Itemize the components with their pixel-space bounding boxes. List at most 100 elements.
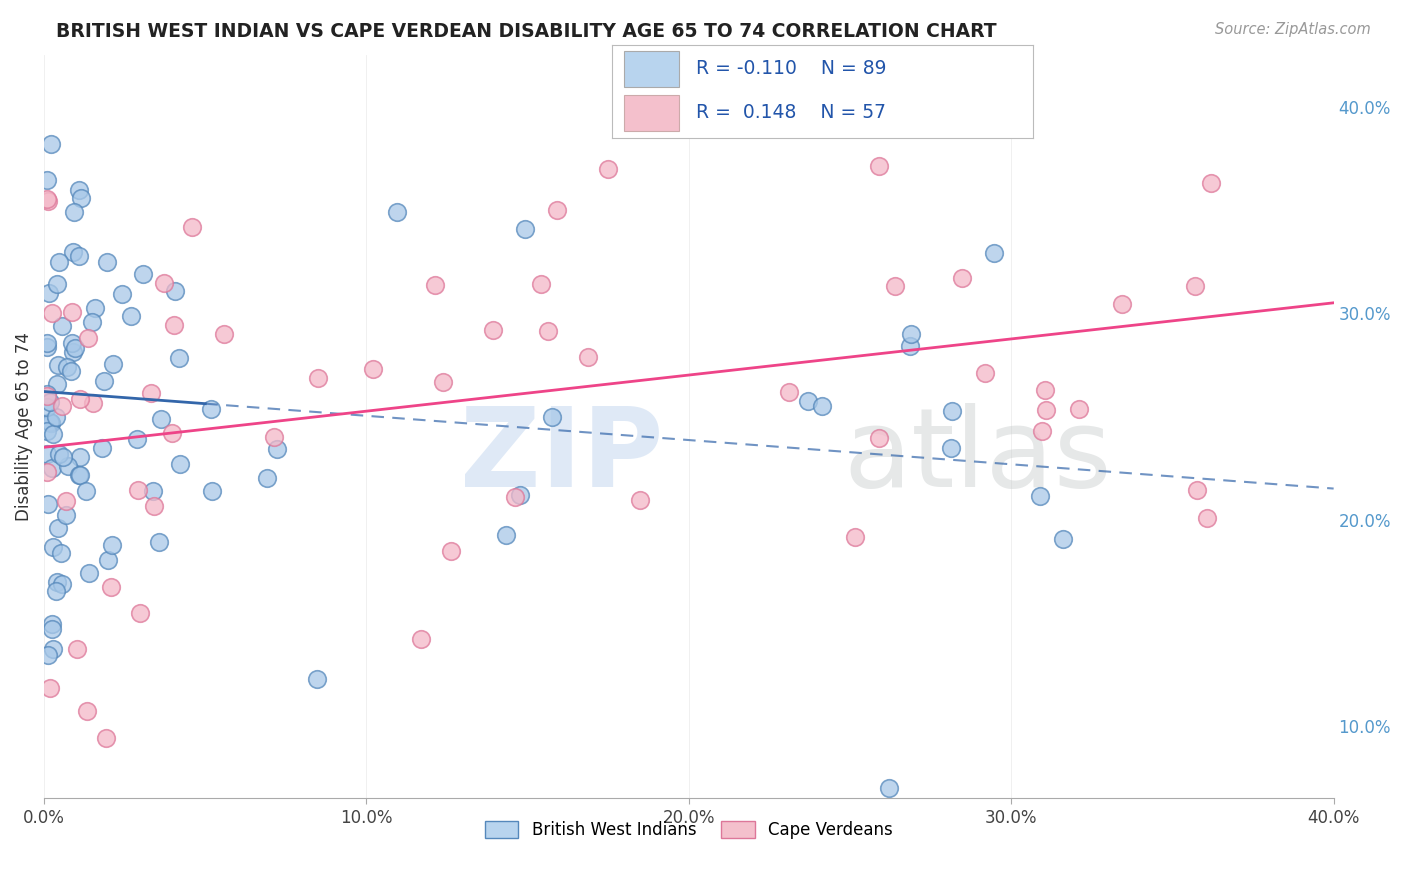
Point: [983, 246, 1005, 260]
Point: [900, 326, 922, 341]
Point: [101, 538, 124, 552]
Point: [877, 780, 900, 795]
Point: [62, 344, 84, 359]
Point: [84, 301, 107, 316]
Point: [180, 220, 202, 235]
Point: [45, 410, 67, 425]
Point: [45, 277, 67, 291]
Point: [1035, 403, 1057, 417]
Point: [1052, 533, 1074, 547]
Point: [160, 426, 183, 441]
Point: [1184, 278, 1206, 293]
Point: [76, 705, 98, 719]
Point: [69, 450, 91, 465]
Point: [910, 112, 932, 126]
Point: [67, 467, 90, 482]
Point: [950, 271, 973, 285]
Point: [63, 341, 86, 355]
Point: [495, 528, 517, 542]
Point: [42, 641, 65, 656]
Point: [80, 315, 103, 329]
Point: [869, 431, 891, 445]
Point: [39, 415, 62, 429]
Point: [77, 566, 100, 580]
Point: [51, 546, 73, 560]
Point: [63, 205, 86, 219]
Point: [481, 323, 503, 337]
Point: [387, 204, 409, 219]
Point: [201, 483, 224, 498]
Point: [1033, 383, 1056, 397]
Point: [39, 417, 62, 431]
Point: [127, 483, 149, 498]
Point: [59, 363, 82, 377]
Point: [60, 305, 83, 319]
Point: [941, 441, 963, 455]
Point: [62, 244, 84, 259]
Point: [41, 622, 63, 636]
Point: [546, 202, 568, 217]
Point: [37, 192, 59, 206]
Point: [530, 277, 553, 291]
Text: ZIP: ZIP: [460, 403, 664, 510]
Point: [46, 358, 69, 372]
Point: [139, 385, 162, 400]
Point: [844, 530, 866, 544]
Point: [51, 399, 73, 413]
Point: [41, 426, 63, 441]
Y-axis label: Disability Age 65 to 74: Disability Age 65 to 74: [15, 332, 32, 521]
Point: [1031, 424, 1053, 438]
Point: [125, 432, 148, 446]
Point: [1185, 483, 1208, 498]
Point: [39, 681, 62, 695]
Point: [884, 278, 907, 293]
Point: [37, 465, 59, 479]
Point: [37, 424, 59, 438]
Point: [41, 306, 63, 320]
Point: [37, 389, 59, 403]
Point: [41, 460, 63, 475]
Point: [363, 362, 385, 376]
Point: [48, 447, 70, 461]
Point: [37, 401, 59, 415]
Point: [797, 394, 820, 409]
Point: [96, 254, 118, 268]
Point: [868, 159, 890, 173]
Point: [432, 375, 454, 389]
Point: [90, 441, 112, 455]
Point: [55, 359, 77, 374]
Point: [163, 284, 186, 298]
Point: [628, 492, 651, 507]
Point: [46, 376, 69, 391]
Point: [1029, 489, 1052, 503]
Point: [778, 384, 800, 399]
Point: [596, 161, 619, 176]
Point: [307, 371, 329, 385]
Point: [111, 287, 134, 301]
Text: R = -0.110    N = 89: R = -0.110 N = 89: [696, 60, 886, 78]
Point: [515, 222, 537, 236]
Text: atlas: atlas: [844, 403, 1112, 510]
Point: [811, 399, 834, 413]
Point: [93, 374, 115, 388]
Point: [67, 249, 90, 263]
Legend: British West Indians, Cape Verdeans: British West Indians, Cape Verdeans: [478, 814, 900, 846]
Point: [152, 276, 174, 290]
Point: [941, 404, 963, 418]
Point: [77, 331, 100, 345]
Point: [37, 386, 59, 401]
Text: Source: ZipAtlas.com: Source: ZipAtlas.com: [1215, 22, 1371, 37]
Point: [42, 540, 65, 554]
Point: [1199, 176, 1222, 190]
Point: [423, 278, 446, 293]
Point: [212, 326, 235, 341]
Point: [263, 430, 285, 444]
Point: [148, 535, 170, 549]
Point: [41, 616, 63, 631]
Point: [503, 490, 526, 504]
Point: [41, 136, 63, 151]
Point: [1197, 511, 1219, 525]
Point: [973, 366, 995, 380]
Point: [66, 642, 89, 657]
Point: [163, 318, 186, 333]
